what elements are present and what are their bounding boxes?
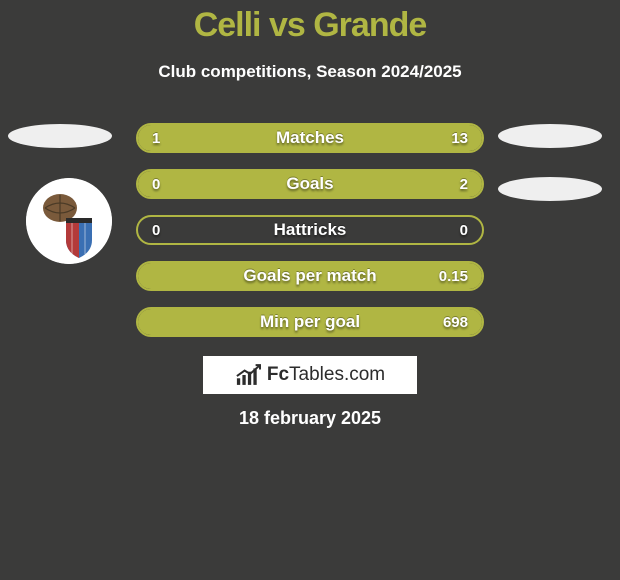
- stat-label: Goals per match: [136, 261, 484, 291]
- brand-domain: .com: [344, 364, 385, 385]
- player1-placeholder: [8, 124, 112, 148]
- stat-value-left: 1: [152, 123, 160, 153]
- stat-value-left: 0: [152, 215, 160, 245]
- club-crest-svg: [26, 178, 112, 264]
- page-title: Celli vs Grande: [0, 6, 620, 45]
- player2-placeholder-body: [498, 177, 602, 201]
- stat-row: Goals per match0.15: [136, 261, 484, 291]
- brand-suffix: Tables: [289, 364, 344, 385]
- stat-value-left: 0: [152, 169, 160, 199]
- stat-value-right: 698: [443, 307, 468, 337]
- stat-row: Min per goal698: [136, 307, 484, 337]
- club-crest: [26, 178, 112, 264]
- stat-row: Goals0 2: [136, 169, 484, 199]
- infographic-date: 18 february 2025: [0, 408, 620, 429]
- stat-value-right: 0.15: [439, 261, 468, 291]
- stat-value-right: 13: [451, 123, 468, 153]
- player2-placeholder-head: [498, 124, 602, 148]
- stat-value-right: 2: [460, 169, 468, 199]
- stat-label: Min per goal: [136, 307, 484, 337]
- title-player1: Celli: [194, 6, 261, 44]
- fctables-brand-box: FcTables.com: [201, 354, 419, 396]
- brand-text: FcTables.com: [267, 364, 385, 386]
- stat-row: Matches1 13: [136, 123, 484, 153]
- title-player2: Grande: [313, 6, 426, 44]
- stat-value-right: 0: [460, 215, 468, 245]
- bar-chart-icon: [235, 364, 263, 386]
- title-vs: vs: [261, 6, 314, 44]
- subtitle: Club competitions, Season 2024/2025: [0, 62, 620, 82]
- comparison-bars: Matches113Goals02Hattricks00Goals per ma…: [136, 123, 484, 353]
- stat-label: Hattricks: [136, 215, 484, 245]
- brand-prefix: Fc: [267, 364, 289, 385]
- stat-label: Matches: [136, 123, 484, 153]
- stat-row: Hattricks0 0: [136, 215, 484, 245]
- stat-label: Goals: [136, 169, 484, 199]
